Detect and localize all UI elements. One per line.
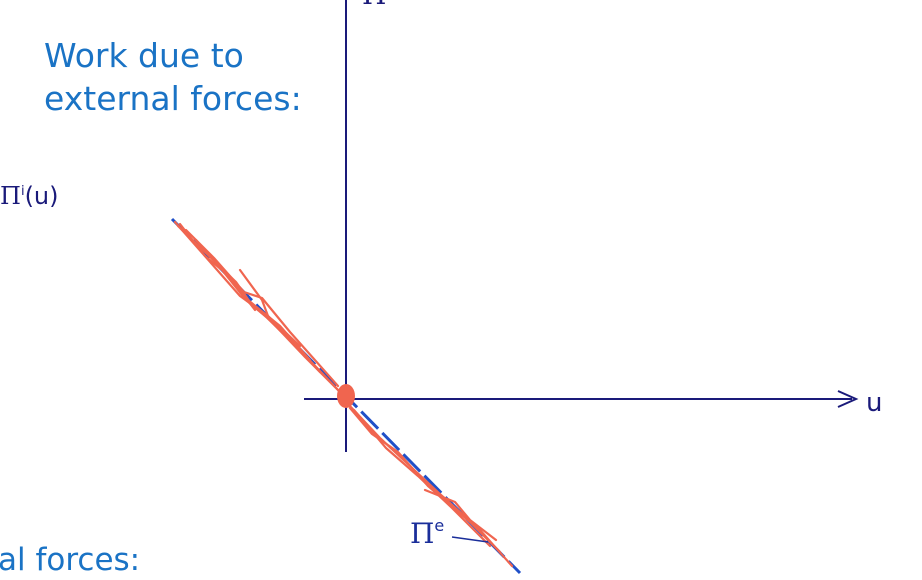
pi-e-superscript: e (434, 516, 445, 535)
origin-dot (337, 384, 355, 408)
pi-i-symbol: Π (0, 182, 21, 210)
pi-e-label: Πe (410, 516, 444, 550)
pi-i-argument: (u) (24, 182, 59, 210)
pi-i-superscript: i (20, 184, 25, 199)
heading: Work due to external forces: (44, 34, 302, 120)
heading-line-1: Work due to (44, 36, 244, 75)
heading-line-2: external forces: (44, 79, 302, 118)
horizontal-axis-arrowhead (837, 390, 859, 408)
pi-e-leader-line (451, 536, 489, 543)
pi-e-symbol: Π (410, 517, 435, 550)
cut-off-text-bottom: al forces: (0, 542, 141, 578)
red-scribble-annotation (173, 220, 514, 568)
pi-i-label: Πi(u) (0, 182, 59, 210)
top-axis-label: Π (362, 0, 386, 11)
u-axis-label: u (866, 388, 883, 418)
